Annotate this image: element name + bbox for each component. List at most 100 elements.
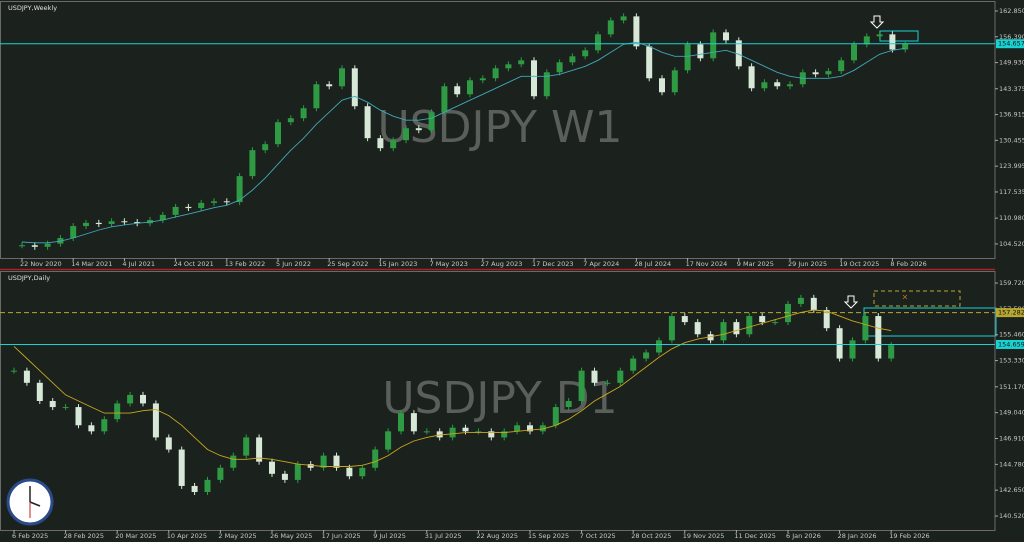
y-tick-label: 143.375 — [999, 85, 1024, 93]
candle — [735, 40, 742, 67]
candle — [83, 222, 89, 227]
candle — [633, 16, 640, 47]
candle — [733, 322, 740, 335]
x-tick-label: 9 Jul 2025 — [373, 532, 406, 540]
candle — [385, 431, 392, 450]
candle — [269, 461, 275, 474]
x-tick-label: 10 Apr 2025 — [167, 532, 207, 540]
candle — [390, 140, 397, 149]
candle — [748, 66, 755, 89]
candle — [876, 34, 883, 37]
candle — [582, 50, 589, 57]
y-tick-label: 146.910 — [999, 434, 1024, 442]
candle — [346, 467, 353, 477]
candle — [543, 72, 550, 97]
watermark: USDJPY D1 — [382, 373, 617, 424]
svg-text:×: × — [902, 293, 909, 302]
x-tick-label: 28 Jul 2024 — [634, 260, 671, 268]
candle — [313, 84, 320, 109]
x-tick-label: 28 Feb 2025 — [64, 532, 104, 540]
x-tick-label: 7 Oct 2025 — [580, 532, 616, 540]
candle — [617, 370, 624, 383]
candle — [591, 370, 598, 383]
x-tick-label: 11 Dec 2025 — [734, 532, 776, 540]
x-tick-label: 7 May 2023 — [430, 260, 468, 268]
candle — [152, 403, 159, 438]
candle — [191, 485, 198, 493]
y-tick-label: 153.330 — [999, 357, 1024, 365]
candle — [351, 68, 358, 107]
candle — [492, 68, 499, 79]
panel-title: USDJPY,Daily — [8, 274, 50, 282]
candle — [467, 80, 473, 95]
candle — [565, 401, 572, 408]
x-tick-label: 19 Nov 2025 — [683, 532, 725, 540]
candle — [398, 413, 404, 432]
x-tick-label: 6 Jan 2026 — [786, 532, 821, 540]
candle — [630, 358, 637, 371]
candle — [23, 370, 30, 383]
y-tick-label: 149.930 — [999, 59, 1024, 67]
candle — [578, 370, 585, 401]
y-tick-label: 149.040 — [999, 409, 1024, 417]
y-tick-label: 130.455 — [999, 136, 1024, 144]
candle — [514, 425, 521, 432]
x-tick-label: 22 Nov 2020 — [20, 260, 62, 268]
price-label: 154.659 — [998, 340, 1024, 348]
candle — [204, 479, 211, 493]
y-tick-label: 136.915 — [999, 111, 1024, 119]
x-tick-label: 15 Sep 2025 — [528, 532, 569, 540]
x-tick-label: 29 Jun 2025 — [788, 260, 827, 268]
x-tick-label: 4 Jul 2021 — [122, 260, 155, 268]
candle — [697, 44, 704, 59]
candle — [127, 394, 134, 404]
candle — [275, 122, 281, 145]
price-label-box — [996, 308, 1024, 318]
candle — [441, 86, 448, 113]
candle — [339, 68, 345, 87]
candle — [223, 201, 230, 203]
x-tick-label: 26 May 2025 — [270, 532, 312, 540]
candle — [88, 425, 95, 432]
candle — [518, 60, 525, 65]
candle — [552, 407, 559, 426]
candle — [243, 437, 250, 456]
price-label-box — [996, 339, 1024, 349]
candle — [436, 431, 443, 438]
candle — [249, 150, 256, 177]
watermark: USDJPY W1 — [378, 102, 623, 153]
candle — [875, 316, 882, 359]
candle — [185, 206, 192, 209]
candle — [479, 78, 486, 81]
candle — [377, 138, 384, 149]
x-tick-label: 17 Nov 2024 — [686, 260, 728, 268]
y-tick-label: 151.170 — [999, 383, 1024, 391]
candle — [49, 401, 56, 408]
x-tick-label: 17 Dec 2023 — [532, 260, 574, 268]
candle — [888, 345, 895, 359]
candle — [11, 370, 17, 372]
candle — [671, 70, 678, 93]
candle — [256, 437, 263, 462]
candle — [643, 352, 650, 359]
candle — [681, 316, 688, 323]
candle — [707, 334, 714, 341]
candle — [723, 32, 729, 41]
x-tick-label: 13 Feb 2022 — [225, 260, 265, 268]
candle — [772, 322, 779, 324]
candle — [488, 431, 495, 438]
candle — [505, 64, 512, 69]
candle — [281, 473, 288, 480]
x-tick-label: 28 Oct 2025 — [631, 532, 671, 540]
candle — [720, 322, 727, 341]
candle — [75, 407, 82, 426]
candle — [44, 243, 51, 247]
candle — [595, 34, 601, 51]
candle — [134, 222, 141, 224]
y-tick-label: 156.390 — [999, 33, 1024, 41]
moving-average — [13, 309, 892, 467]
candle — [620, 16, 627, 21]
candle — [787, 84, 793, 87]
